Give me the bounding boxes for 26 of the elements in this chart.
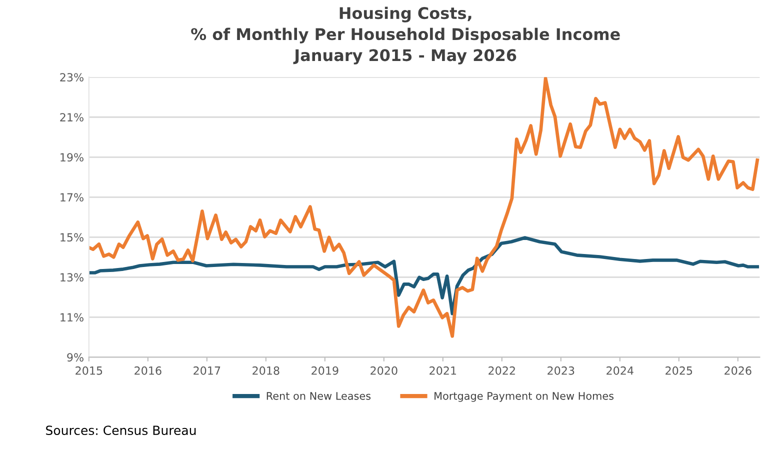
source-note: Sources: Census Bureau [46, 426, 196, 436]
x-tick-label: 2020 [370, 366, 398, 375]
x-tick-label: 2019 [312, 366, 338, 375]
y-tick-label: 13% [60, 273, 84, 282]
x-tick-label: 2018 [252, 366, 280, 375]
x-tick-label: 2024 [606, 366, 634, 375]
x-tick-label: 2021 [430, 366, 456, 375]
y-tick-label: 23% [60, 73, 84, 82]
y-tick-label: 9% [67, 353, 84, 362]
x-tick-label: 2016 [134, 366, 162, 375]
y-tick-label: 17% [60, 193, 84, 202]
x-tick-label: 2015 [76, 366, 102, 375]
y-tick-label: 21% [60, 113, 84, 122]
legend-label: Mortgage Payment on New Homes [434, 392, 614, 402]
x-tick-label: 2026 [724, 366, 752, 375]
y-tick-label: 11% [60, 313, 84, 322]
y-tick-label: 19% [60, 153, 84, 162]
line-series [88, 77, 760, 338]
legend-label: Rent on New Leases [266, 392, 371, 400]
x-tick-label: 2025 [666, 366, 692, 375]
x-tick-label: 2022 [488, 366, 515, 375]
x-tick-label: 2017 [194, 366, 220, 375]
x-tick-label: 2023 [548, 366, 574, 375]
y-tick-label: 15% [60, 233, 84, 242]
chart-title: Housing Costs, % of Monthly Per Household Disposable Income January 2015 - May 2026 [191, 6, 620, 64]
line-series [88, 236, 760, 316]
